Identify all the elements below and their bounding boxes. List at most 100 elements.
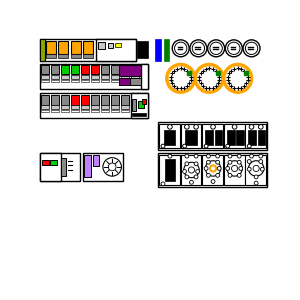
Bar xyxy=(91,75,99,79)
Circle shape xyxy=(211,124,215,129)
Bar xyxy=(100,110,109,112)
Circle shape xyxy=(192,42,205,55)
Bar xyxy=(81,94,89,104)
Circle shape xyxy=(237,154,241,158)
Circle shape xyxy=(216,173,220,177)
Bar xyxy=(46,41,56,54)
Bar xyxy=(51,94,59,104)
Bar xyxy=(61,80,69,82)
Bar xyxy=(58,54,68,58)
Circle shape xyxy=(232,124,237,129)
Bar xyxy=(131,75,139,79)
Bar xyxy=(111,80,119,82)
Bar xyxy=(40,39,45,61)
Circle shape xyxy=(168,124,172,129)
Bar xyxy=(98,42,105,49)
Bar xyxy=(159,124,180,148)
Bar xyxy=(202,154,223,185)
Bar xyxy=(40,80,49,82)
Bar xyxy=(81,80,89,82)
Circle shape xyxy=(175,42,187,55)
Bar xyxy=(245,124,266,148)
Bar xyxy=(40,75,49,79)
Bar xyxy=(85,155,92,177)
Bar xyxy=(202,124,223,148)
Bar xyxy=(132,113,146,116)
Bar xyxy=(131,94,136,99)
Bar xyxy=(158,122,267,150)
Bar xyxy=(111,94,119,104)
Bar xyxy=(70,110,79,112)
Bar xyxy=(100,105,109,109)
Bar xyxy=(181,154,202,185)
Circle shape xyxy=(211,180,215,184)
Circle shape xyxy=(194,154,198,158)
Circle shape xyxy=(247,160,251,164)
Bar xyxy=(159,154,180,185)
Bar xyxy=(40,93,148,118)
Bar xyxy=(61,65,69,74)
Bar xyxy=(119,65,141,76)
Bar xyxy=(51,65,59,74)
Bar xyxy=(100,65,109,74)
Bar xyxy=(236,130,244,145)
Bar xyxy=(164,39,169,61)
Bar xyxy=(111,110,119,112)
Bar xyxy=(51,110,59,112)
Circle shape xyxy=(205,161,221,176)
Bar xyxy=(61,94,69,104)
Circle shape xyxy=(210,165,216,172)
Circle shape xyxy=(206,154,210,158)
Bar xyxy=(245,154,266,185)
Bar xyxy=(70,80,79,82)
Circle shape xyxy=(243,40,260,57)
Bar xyxy=(158,153,267,187)
Bar xyxy=(40,153,80,181)
Circle shape xyxy=(206,173,210,177)
Circle shape xyxy=(259,160,263,164)
Circle shape xyxy=(167,64,195,92)
Bar xyxy=(131,80,139,82)
Circle shape xyxy=(224,64,251,92)
Circle shape xyxy=(195,64,223,92)
Bar xyxy=(224,124,244,148)
Circle shape xyxy=(216,160,220,164)
Bar xyxy=(40,153,62,181)
Bar xyxy=(224,154,244,185)
Bar xyxy=(70,75,79,79)
Circle shape xyxy=(168,154,172,158)
Bar xyxy=(100,94,109,104)
Circle shape xyxy=(232,165,238,172)
Bar xyxy=(96,39,136,61)
Bar xyxy=(121,65,129,74)
Bar xyxy=(58,41,68,54)
Bar xyxy=(121,94,129,104)
Bar xyxy=(50,160,57,165)
Bar xyxy=(81,105,89,109)
Bar xyxy=(61,158,66,176)
Bar xyxy=(81,65,89,74)
Circle shape xyxy=(194,124,198,129)
Bar xyxy=(61,110,69,112)
Circle shape xyxy=(228,160,232,164)
Bar xyxy=(205,130,213,145)
Circle shape xyxy=(247,144,251,148)
Circle shape xyxy=(161,144,165,148)
Bar xyxy=(70,54,81,58)
Circle shape xyxy=(188,167,195,173)
Bar xyxy=(91,105,99,109)
Bar xyxy=(61,105,69,109)
Bar xyxy=(40,110,49,112)
Circle shape xyxy=(245,42,258,55)
Bar xyxy=(130,78,141,85)
Circle shape xyxy=(194,162,198,166)
Circle shape xyxy=(228,42,240,55)
Bar xyxy=(155,39,161,61)
Circle shape xyxy=(250,154,254,158)
Circle shape xyxy=(183,144,187,148)
Circle shape xyxy=(103,158,122,176)
Circle shape xyxy=(253,165,259,172)
Bar xyxy=(46,54,56,58)
Bar xyxy=(42,160,49,165)
Circle shape xyxy=(172,40,189,57)
